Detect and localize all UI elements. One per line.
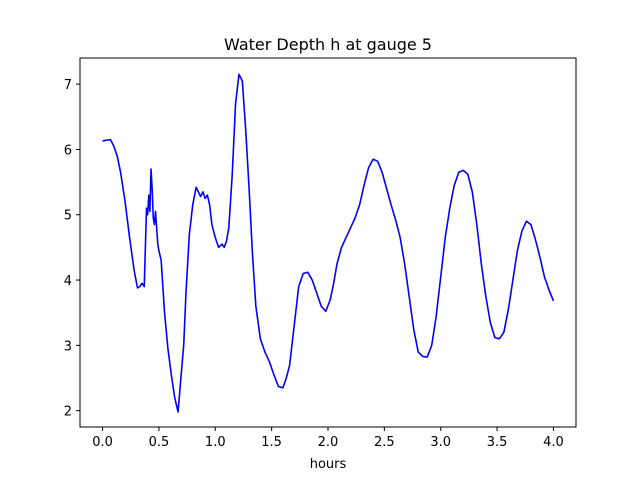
- x-tick-label: 0.5: [149, 435, 170, 450]
- x-tick-label: 0.0: [92, 435, 113, 450]
- y-tick-label: 7: [64, 78, 72, 93]
- x-tick-label: 1.0: [205, 435, 226, 450]
- x-axis-ticks: 0.0 0.5 1.0 1.5 2.0 2.5 3.0 3.5 4.0: [92, 427, 564, 450]
- x-tick-label: 2.0: [318, 435, 339, 450]
- y-axis-ticks: 2 3 4 5 6 7: [64, 78, 80, 420]
- plot-series-layer: [102, 73, 555, 413]
- series-line-1: [102, 73, 555, 413]
- y-tick-label: 5: [64, 209, 72, 224]
- y-tick-label: 3: [64, 339, 72, 354]
- x-tick-label: 1.5: [261, 435, 282, 450]
- x-tick-label: 3.5: [487, 435, 508, 450]
- chart-title: Water Depth h at gauge 5: [224, 35, 432, 54]
- y-tick-label: 2: [64, 405, 72, 420]
- y-tick-label: 6: [64, 143, 72, 158]
- y-tick-label: 4: [64, 274, 72, 289]
- x-tick-label: 2.5: [374, 435, 395, 450]
- x-tick-label: 3.0: [430, 435, 451, 450]
- x-axis-label: hours: [310, 457, 347, 472]
- x-tick-label: 4.0: [543, 435, 564, 450]
